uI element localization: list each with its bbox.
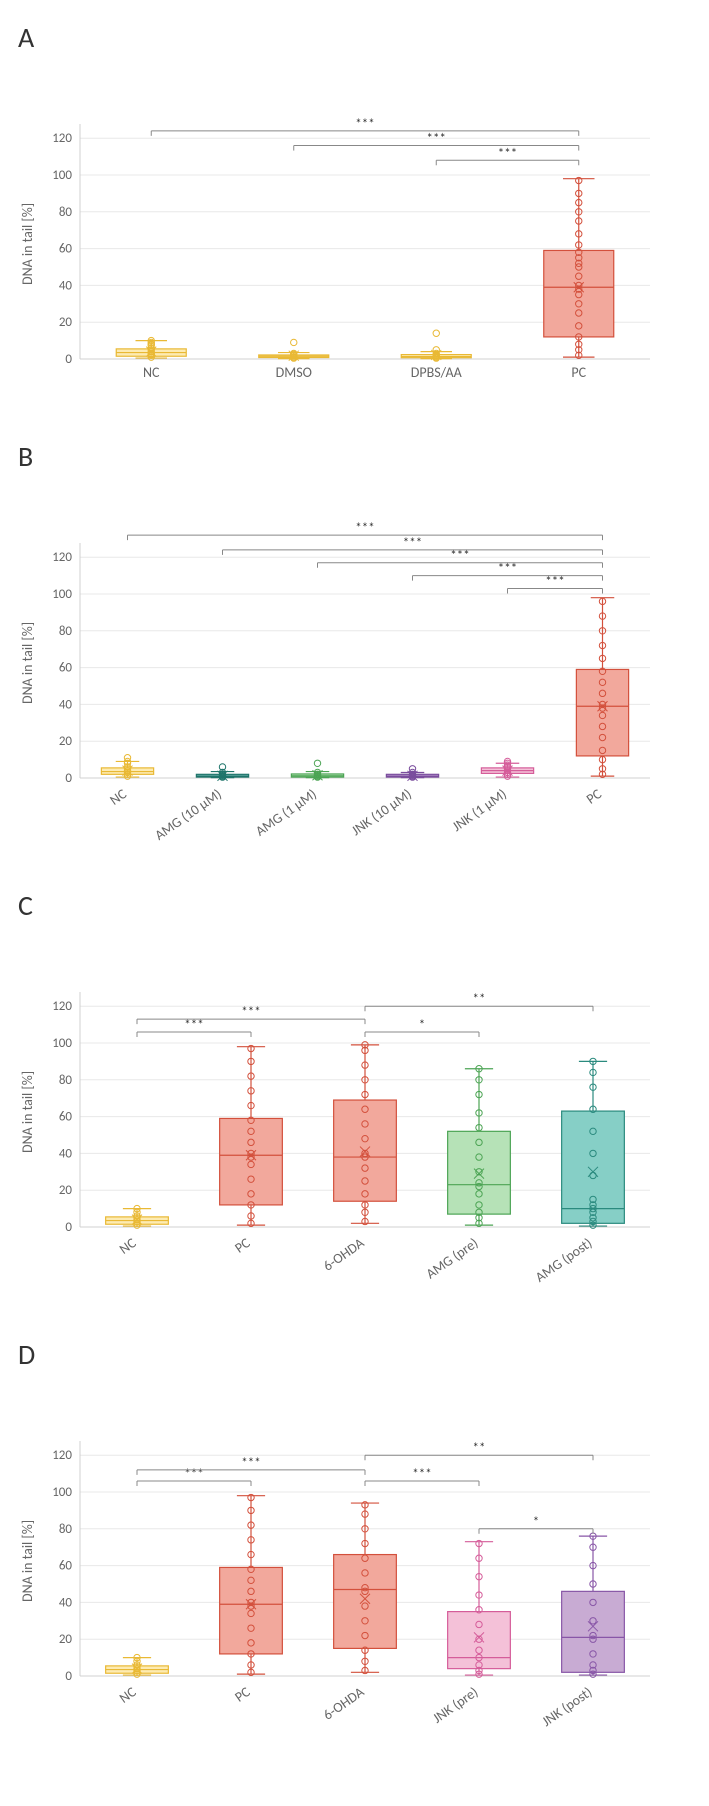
- svg-text:6-OHDA: 6-OHDA: [320, 1234, 368, 1275]
- boxplot-chart: 0 20 40 60 80 100 120 DNA in tail [%] NC AMG (10 …: [10, 478, 680, 858]
- svg-text:**: **: [473, 992, 486, 1007]
- svg-text:***: ***: [412, 1467, 431, 1482]
- svg-text:***: ***: [498, 146, 517, 161]
- svg-text:*: *: [419, 1018, 425, 1033]
- svg-text:80: 80: [59, 205, 73, 220]
- svg-text:80: 80: [59, 624, 73, 639]
- svg-text:***: ***: [241, 1456, 260, 1471]
- svg-text:120: 120: [52, 999, 72, 1014]
- svg-text:**: **: [473, 1441, 486, 1456]
- svg-text:120: 120: [52, 131, 72, 146]
- svg-text:***: ***: [450, 549, 469, 564]
- svg-text:DNA in tail [%]: DNA in tail [%]: [19, 203, 36, 285]
- svg-text:PC: PC: [583, 785, 605, 808]
- svg-text:20: 20: [59, 315, 73, 330]
- svg-text:20: 20: [59, 1632, 73, 1647]
- svg-text:AMG (post): AMG (post): [532, 1234, 595, 1285]
- svg-text:DNA in tail [%]: DNA in tail [%]: [19, 1520, 36, 1602]
- svg-text:120: 120: [52, 550, 72, 565]
- svg-text:***: ***: [427, 132, 446, 147]
- svg-text:JNK (10 µM): JNK (10 µM): [348, 785, 415, 839]
- svg-text:***: ***: [355, 117, 374, 132]
- boxplot-chart: 0 20 40 60 80 100 120 DNA in tail [%] NC PC 6-OHDA…: [10, 1376, 680, 1756]
- svg-text:60: 60: [59, 1110, 73, 1125]
- panel-label: C: [18, 888, 699, 923]
- svg-text:100: 100: [52, 587, 72, 602]
- svg-text:DNA in tail [%]: DNA in tail [%]: [19, 622, 36, 704]
- svg-text:100: 100: [52, 1036, 72, 1051]
- svg-text:JNK (pre): JNK (pre): [429, 1683, 481, 1726]
- panel-B: B 0 20 40 60 80 100 120 DNA in tail [%] NC AMG (10…: [10, 439, 699, 858]
- svg-text:JNK (post): JNK (post): [539, 1683, 596, 1730]
- svg-text:DMSO: DMSO: [276, 364, 312, 381]
- svg-text:60: 60: [59, 1559, 73, 1574]
- svg-text:60: 60: [59, 242, 73, 257]
- svg-text:***: ***: [498, 562, 517, 577]
- svg-text:***: ***: [241, 1005, 260, 1020]
- svg-text:***: ***: [403, 536, 422, 551]
- panel-D: D 0 20 40 60 80 100 120 DNA in tail [%] NC PC 6-OHD…: [10, 1337, 699, 1756]
- svg-text:***: ***: [184, 1018, 203, 1033]
- svg-text:100: 100: [52, 1485, 72, 1500]
- svg-text:***: ***: [184, 1467, 203, 1482]
- svg-text:***: ***: [545, 574, 564, 589]
- svg-text:PC: PC: [231, 1234, 253, 1257]
- boxplot-chart: 0 20 40 60 80 100 120 DNA in tail [%] NC PC 6-OHDA…: [10, 927, 680, 1307]
- svg-text:NC: NC: [143, 364, 160, 381]
- svg-text:0: 0: [65, 352, 72, 367]
- svg-text:0: 0: [65, 771, 72, 786]
- svg-text:PC: PC: [571, 364, 586, 381]
- svg-text:AMG (pre): AMG (pre): [423, 1234, 482, 1282]
- panel-C: C 0 20 40 60 80 100 120 DNA in tail [%] NC PC 6-OHD…: [10, 888, 699, 1307]
- svg-text:JNK (1 µM): JNK (1 µM): [449, 785, 510, 835]
- svg-text:40: 40: [59, 278, 73, 293]
- svg-text:20: 20: [59, 734, 73, 749]
- figure-root: A 0 20 40 60 80 100 120 DNA in tail [%] NC DMSO DPB…: [10, 20, 699, 1756]
- svg-text:NC: NC: [116, 1234, 140, 1258]
- svg-text:6-OHDA: 6-OHDA: [320, 1683, 368, 1724]
- svg-text:80: 80: [59, 1522, 73, 1537]
- svg-text:40: 40: [59, 1595, 73, 1610]
- svg-text:120: 120: [52, 1448, 72, 1463]
- svg-text:40: 40: [59, 1146, 73, 1161]
- svg-text:100: 100: [52, 168, 72, 183]
- svg-text:AMG (1 µM): AMG (1 µM): [252, 785, 320, 839]
- svg-text:0: 0: [65, 1220, 72, 1235]
- svg-text:DNA in tail [%]: DNA in tail [%]: [19, 1071, 36, 1153]
- panel-label: A: [18, 20, 699, 55]
- panel-A: A 0 20 40 60 80 100 120 DNA in tail [%] NC DMSO DPB…: [10, 20, 699, 409]
- svg-text:60: 60: [59, 661, 73, 676]
- svg-text:80: 80: [59, 1073, 73, 1088]
- panel-label: D: [18, 1337, 699, 1372]
- svg-text:*: *: [533, 1515, 539, 1530]
- svg-text:AMG (10 µM): AMG (10 µM): [151, 785, 224, 843]
- svg-text:40: 40: [59, 697, 73, 712]
- svg-text:PC: PC: [231, 1683, 253, 1706]
- svg-text:NC: NC: [116, 1683, 140, 1707]
- svg-text:NC: NC: [107, 785, 131, 809]
- panel-label: B: [18, 439, 699, 474]
- boxplot-chart: 0 20 40 60 80 100 120 DNA in tail [%] NC DMSO DPBS…: [10, 59, 680, 409]
- svg-text:0: 0: [65, 1669, 72, 1684]
- svg-text:***: ***: [355, 521, 374, 536]
- svg-text:DPBS/AA: DPBS/AA: [411, 364, 463, 381]
- svg-text:20: 20: [59, 1183, 73, 1198]
